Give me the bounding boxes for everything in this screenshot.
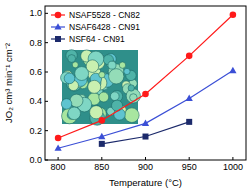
x-tick-label: 950 [182, 162, 197, 172]
x-tick [145, 157, 146, 160]
x-tick [101, 157, 102, 160]
y-tick [45, 101, 48, 102]
y-tick [45, 130, 48, 131]
inset-image [61, 50, 141, 126]
legend-marker [55, 12, 62, 19]
data-point [55, 135, 62, 142]
inset-grain [88, 80, 101, 93]
y-tick-label: 0.0 [29, 155, 42, 165]
inset-grain [86, 60, 99, 73]
x-tick [189, 157, 190, 160]
inset-grain [125, 108, 140, 123]
data-point [230, 12, 237, 19]
inset-grain [108, 61, 116, 69]
y-tick [45, 42, 48, 43]
inset-grain [64, 73, 75, 84]
legend-label: NSF64 - CN91 [69, 34, 125, 44]
x-tick-label: 850 [94, 162, 109, 172]
data-point [99, 141, 105, 147]
inset-grain [128, 85, 134, 91]
legend: NSAF5528 - CN82 NSAF6428 - CN91 NSF64 - CN… [51, 10, 140, 44]
inset-grain [72, 62, 78, 68]
chart: 800 850 900 950 1000 0.0 0.2 0.4 0.6 0.8 1.0 Temper… [0, 0, 252, 189]
data-point [142, 120, 149, 126]
data-point [98, 133, 105, 139]
plot-area [55, 12, 237, 151]
data-point [143, 134, 149, 140]
inset-grain [99, 92, 109, 102]
y-tick-label: 0.8 [29, 38, 42, 48]
y-axis-label: JO₂ cm³ min⁻¹ cm⁻² [3, 43, 14, 123]
data-point [229, 67, 236, 73]
x-axis-label: Temperature (°C) [109, 177, 182, 188]
data-point [142, 91, 149, 98]
legend-marker [55, 36, 61, 42]
x-tick [58, 157, 59, 160]
y-tick-label: 0.2 [29, 126, 42, 136]
x-tick-label: 1000 [223, 162, 243, 172]
inset-grain [119, 62, 125, 68]
y-tick [45, 13, 48, 14]
data-point [186, 53, 193, 60]
data-point [99, 117, 106, 124]
legend-marker [54, 23, 61, 29]
series-line [102, 122, 189, 144]
legend-label: NSAF5528 - CN82 [69, 10, 140, 20]
data-point [186, 119, 192, 125]
x-tick-label: 800 [51, 162, 66, 172]
x-tick [232, 157, 233, 160]
inset-grain [68, 107, 81, 120]
inset-grain [110, 92, 119, 101]
x-tick-label: 900 [138, 162, 153, 172]
y-tick-label: 0.4 [29, 96, 42, 106]
series-line [58, 71, 233, 149]
plot-frame [45, 6, 246, 160]
inset-grain [99, 72, 105, 78]
y-tick [45, 72, 48, 73]
series-line [58, 15, 233, 138]
data-point [186, 95, 193, 101]
data-point [55, 144, 62, 150]
y-tick-label: 1.0 [29, 8, 42, 18]
y-tick-label: 0.6 [29, 67, 42, 77]
inset-grain [90, 106, 103, 119]
inset-grain [68, 55, 76, 63]
y-tick [45, 160, 48, 161]
legend-label: NSAF6428 - CN91 [69, 22, 140, 32]
inset-grain [109, 69, 124, 84]
inset-grain [61, 99, 72, 110]
inset-grain [124, 68, 130, 74]
